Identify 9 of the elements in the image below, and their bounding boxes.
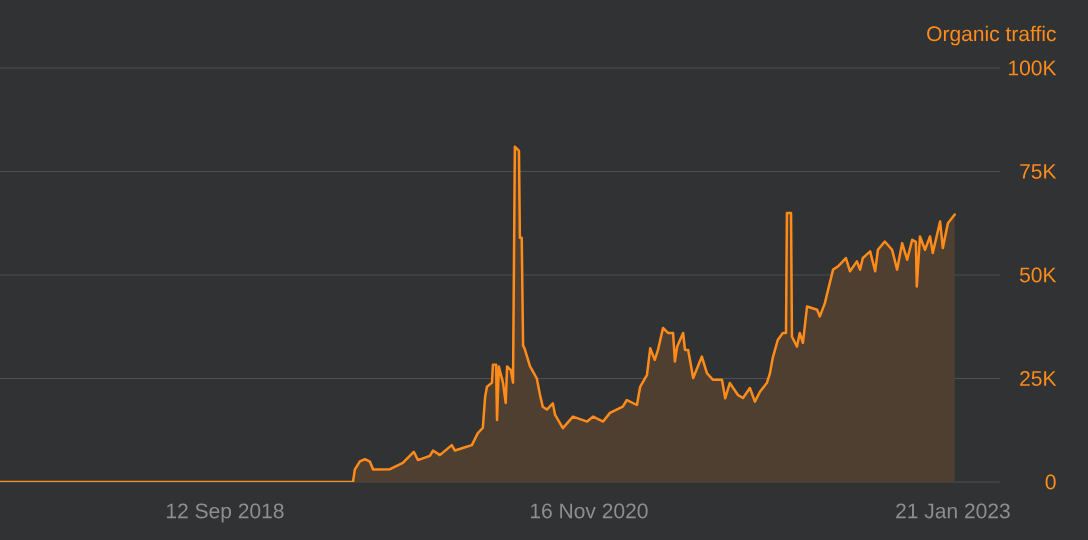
y-axis-title: Organic traffic — [927, 25, 1056, 46]
y-tick-label: 25K — [1020, 371, 1057, 386]
x-tick-label: 12 Sep 2018 — [167, 503, 284, 523]
y-tick-label: 100K — [1009, 60, 1057, 76]
x-tick-label: 21 Jan 2023 — [896, 503, 1010, 519]
y-tick-label: 50K — [1019, 267, 1057, 283]
y-tick-label: 0 — [1045, 474, 1056, 490]
y-tick-label: 75K — [1020, 164, 1057, 179]
x-tick-label: 16 Nov 2020 — [530, 503, 648, 519]
